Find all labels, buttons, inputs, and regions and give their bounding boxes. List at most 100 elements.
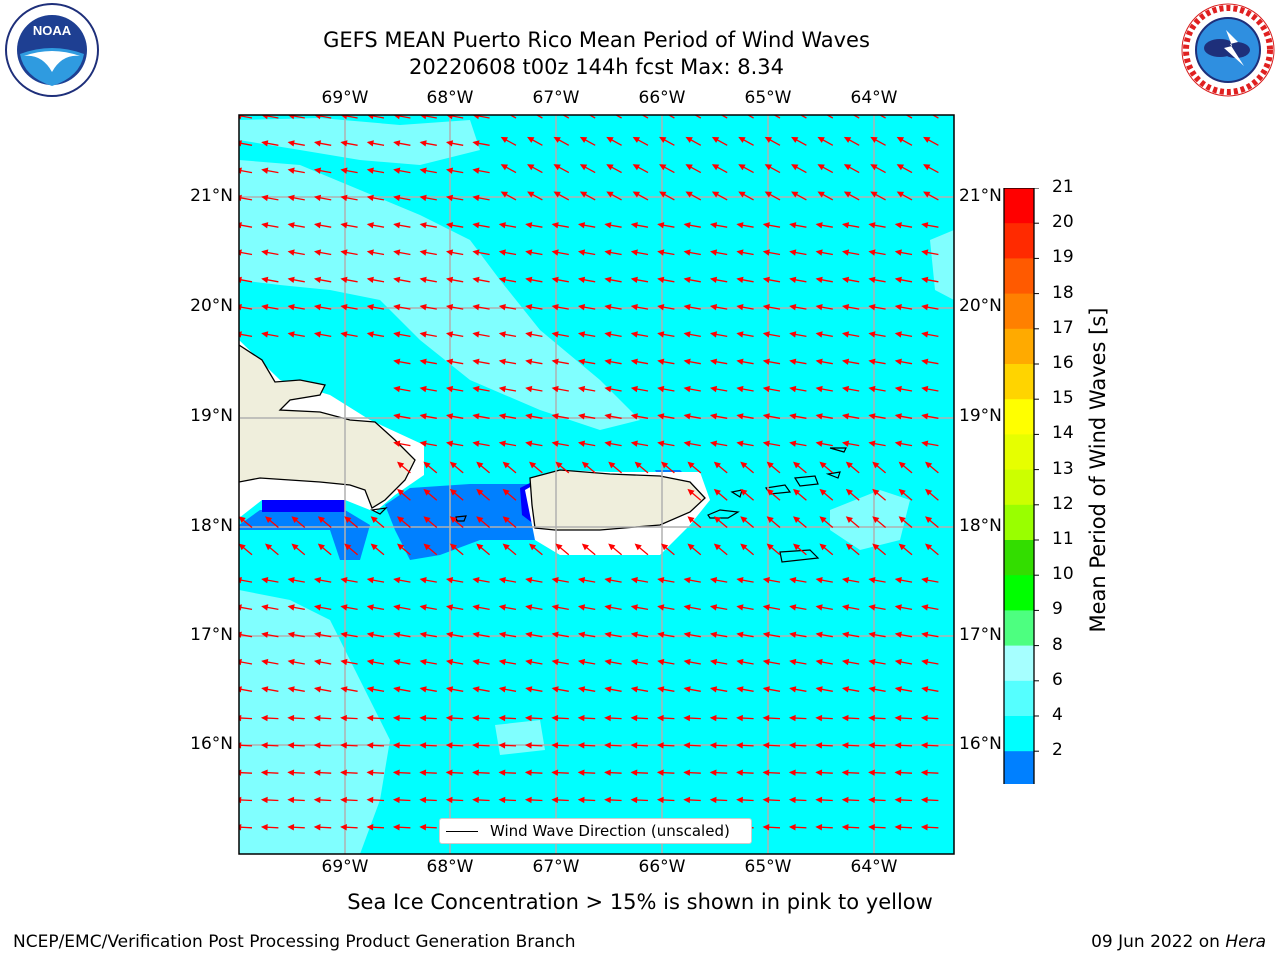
wind-wave-arrowhead: [872, 516, 880, 523]
wind-wave-arrowhead: [683, 631, 691, 638]
wind-wave-arrowhead: [581, 461, 589, 469]
wind-wave-arrowhead: [525, 358, 533, 365]
wind-wave-arrowhead: [921, 385, 929, 393]
wind-wave-arrowhead: [874, 115, 875, 116]
wind-wave-arrow: [746, 115, 754, 119]
wind-wave-arrowhead: [657, 276, 665, 284]
wind-wave-arrowhead: [577, 249, 586, 256]
wind-wave-arrowhead: [738, 136, 746, 143]
colorbar-cell: [1004, 469, 1034, 506]
wind-wave-arrowhead: [815, 249, 823, 256]
wind-wave-arrowhead: [709, 413, 718, 420]
wind-wave-arrowhead: [921, 440, 929, 447]
wind-wave-arrowhead: [868, 686, 876, 693]
wind-wave-arrowhead: [630, 631, 638, 638]
wind-wave-arrowhead: [894, 714, 902, 722]
wind-wave-arrowhead: [419, 604, 427, 611]
wind-wave-arrowhead: [449, 488, 457, 496]
wind-wave-arrow: [239, 579, 253, 583]
wind-wave-arrowhead: [630, 658, 638, 666]
wind-wave-arrowhead: [577, 631, 586, 638]
wind-wave-arrowhead: [841, 714, 849, 722]
colorbar-cell: [1004, 364, 1034, 400]
wind-wave-arrowhead: [789, 658, 797, 666]
wind-wave-arrows: [239, 115, 939, 831]
wind-wave-arrowhead: [713, 516, 721, 523]
wind-wave-arrowhead: [261, 276, 269, 284]
wind-wave-arrowhead: [764, 136, 773, 143]
wind-wave-arrowhead: [313, 167, 322, 174]
wind-wave-arrowhead: [577, 276, 586, 284]
wind-wave-arrowhead: [709, 686, 718, 693]
wind-wave-arrow: [509, 115, 517, 119]
map-gridlines: [239, 115, 954, 854]
wind-wave-arrowhead: [366, 714, 374, 722]
wind-wave-arrowhead: [925, 461, 933, 469]
wind-wave-arrowhead: [766, 543, 774, 551]
wind-wave-arrowhead: [287, 796, 295, 804]
wind-wave-arrowhead: [815, 440, 823, 447]
wind-wave-arrowhead: [340, 222, 348, 229]
wind-wave-arrowhead: [742, 115, 743, 116]
wind-wave-arrowhead: [815, 385, 823, 393]
wind-wave-arrowhead: [287, 604, 295, 611]
wind-wave-arrowhead: [685, 191, 693, 198]
wind-wave-arrowhead: [393, 576, 401, 584]
wind-wave-arrowhead: [762, 385, 770, 393]
wind-wave-arrowhead: [789, 576, 797, 584]
wind-wave-arrowhead: [736, 631, 744, 638]
wind-wave-arrowhead: [260, 714, 268, 722]
wind-wave-arrowhead: [525, 385, 533, 393]
wind-wave-arrowhead: [608, 543, 616, 551]
wind-wave-arrow: [239, 251, 253, 256]
colorbar-tick-label: 15: [1052, 388, 1074, 409]
lon-label-top: 68°W: [426, 88, 474, 108]
wind-wave-arrowhead: [606, 136, 614, 143]
wind-wave-arrowhead: [472, 714, 479, 722]
wind-wave-arrowhead: [657, 440, 665, 447]
wind-wave-arrowhead: [604, 303, 612, 311]
wind-wave-arrowhead: [921, 331, 929, 338]
wind-wave-arrowhead: [577, 385, 586, 393]
wind-wave-arrowhead: [525, 576, 533, 584]
wind-wave-arrowhead: [445, 276, 454, 284]
lat-label-right: 17°N: [959, 625, 1002, 645]
wind-wave-arrowhead: [841, 796, 849, 804]
wind-wave-arrowhead: [610, 115, 611, 116]
wind-wave-arrowhead: [553, 136, 561, 143]
wind-wave-arrowhead: [604, 249, 612, 256]
wind-wave-arrowhead: [711, 191, 720, 198]
wind-wave-arrowhead: [630, 576, 638, 584]
wind-wave-arrowhead: [604, 222, 612, 229]
wind-wave-arrowhead: [815, 276, 823, 284]
wind-wave-arrowhead: [896, 164, 905, 171]
wind-wave-arrowhead: [579, 136, 588, 143]
wind-wave-arrowhead: [685, 164, 693, 171]
wind-wave-arrowhead: [530, 115, 532, 116]
wind-wave-arrowhead: [472, 686, 480, 693]
wind-wave-arrowhead: [313, 276, 322, 284]
wind-wave-arrowhead: [709, 276, 718, 284]
wind-wave-arrowhead: [868, 222, 876, 229]
wind-wave-arrowhead: [683, 658, 691, 666]
wind-wave-arrow: [693, 115, 702, 119]
sea-ice-note: Sea Ice Concentration > 15% is shown in …: [347, 890, 933, 914]
wind-wave-arrowhead: [604, 576, 612, 584]
wind-wave-arrow: [561, 115, 570, 119]
wind-wave-arrowhead: [736, 249, 744, 256]
wind-wave-arrowhead: [632, 191, 641, 198]
wind-wave-arrowhead: [736, 413, 744, 420]
lat-label-right: 18°N: [959, 516, 1002, 536]
wind-wave-arrowhead: [239, 543, 246, 551]
wind-wave-arrowhead: [689, 115, 691, 116]
wind-wave-arrowhead: [317, 543, 325, 551]
wind-wave-arrowhead: [340, 331, 348, 338]
wind-wave-arrowhead: [583, 115, 585, 116]
wind-wave-arrowhead: [821, 115, 823, 116]
wind-wave-arrowhead: [762, 796, 770, 804]
wind-wave-arrow: [720, 115, 728, 119]
wind-wave-arrowhead: [472, 385, 480, 393]
colorbar-tick-label: 16: [1052, 353, 1074, 373]
wind-wave-arrowhead: [715, 115, 717, 116]
wind-wave-arrowhead: [498, 796, 506, 804]
